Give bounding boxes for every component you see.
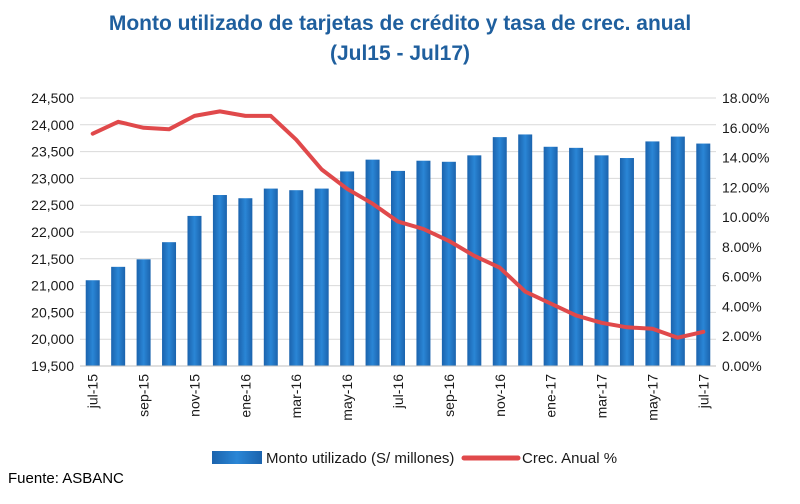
y-right-tick-label: 8.00% — [722, 239, 762, 255]
bar — [162, 242, 177, 366]
x-tick-label: sep-16 — [441, 374, 457, 417]
bar — [670, 136, 685, 366]
bar — [314, 188, 329, 366]
bar — [518, 134, 533, 366]
bar — [467, 155, 482, 366]
legend-swatch-bars — [212, 451, 262, 464]
bar — [85, 280, 100, 366]
y-right-tick-label: 18.00% — [722, 90, 769, 106]
line-series — [90, 109, 706, 340]
y-left-tick-label: 23,500 — [31, 144, 74, 160]
y-left-tick-label: 20,500 — [31, 304, 74, 320]
axes: 19,500 20,000 20,500 21,000 21,500 22,000 22,5… — [31, 90, 769, 421]
x-tick-label: may-17 — [644, 374, 660, 421]
bar — [136, 259, 151, 366]
bar — [416, 160, 431, 366]
y-right-tick-label: 14.00% — [722, 150, 769, 166]
x-tick-label: nov-15 — [186, 374, 202, 417]
bar-series — [85, 134, 711, 366]
bar — [696, 143, 711, 366]
y-left-tick-label: 21,500 — [31, 251, 74, 267]
y-right-tick-label: 2.00% — [722, 328, 762, 344]
y-left-tick-label: 22,000 — [31, 224, 74, 240]
bar — [238, 198, 253, 366]
y-right-tick-label: 0.00% — [722, 358, 762, 374]
y-right-tick-label: 10.00% — [722, 209, 769, 225]
legend-label-line: Crec. Anual % — [522, 450, 617, 467]
bar — [365, 159, 380, 366]
y-left-tick-label: 24,000 — [31, 117, 74, 133]
bar — [569, 147, 584, 366]
bar — [391, 170, 405, 366]
bar — [289, 190, 304, 366]
source-note: Fuente: ASBANC — [8, 470, 124, 487]
bar — [212, 195, 227, 366]
y-right-tick-label: 12.00% — [722, 179, 769, 195]
x-tick-label: may-16 — [339, 374, 355, 421]
gridlines — [80, 97, 716, 367]
y-left-tick-label: 22,500 — [31, 197, 74, 213]
bar — [645, 141, 660, 366]
bar — [340, 171, 355, 366]
y-left-tick-label: 24,500 — [31, 90, 74, 106]
chart-subtitle: (Jul15 - Jul17) — [329, 42, 471, 65]
bar — [441, 161, 456, 366]
y-right-tick-label: 6.00% — [722, 269, 762, 285]
growth-line — [90, 109, 706, 340]
y-right-tick-label: 16.00% — [722, 120, 769, 136]
bar — [263, 188, 278, 366]
x-tick-label: sep-15 — [136, 374, 152, 417]
bar — [594, 155, 609, 366]
bar — [492, 137, 507, 366]
y-left-tick-label: 19,500 — [31, 358, 74, 374]
x-tick-label: jul-15 — [85, 374, 101, 409]
y-left-tick-label: 21,000 — [31, 278, 74, 294]
x-tick-label: mar-16 — [288, 374, 304, 419]
bar — [619, 158, 634, 366]
x-tick-label: jul-16 — [390, 374, 406, 409]
y-left-tick-label: 23,000 — [31, 170, 74, 186]
legend-label-bars: Monto utilizado (S/ millones) — [266, 450, 454, 467]
x-tick-label: ene-17 — [543, 374, 559, 418]
x-tick-label: mar-17 — [594, 374, 610, 419]
x-tick-label: jul-17 — [695, 374, 711, 409]
bar — [543, 146, 558, 366]
legend: Monto utilizado (S/ millones) Crec. Anual… — [212, 450, 617, 467]
x-tick-label: ene-16 — [237, 374, 253, 418]
bar — [111, 266, 126, 366]
x-tick-label: nov-16 — [492, 374, 508, 417]
y-right-tick-label: 4.00% — [722, 298, 762, 314]
bar — [187, 215, 202, 366]
chart-title: Monto utilizado de tarjetas de crédito y… — [108, 12, 692, 35]
y-left-tick-label: 20,000 — [31, 331, 74, 347]
